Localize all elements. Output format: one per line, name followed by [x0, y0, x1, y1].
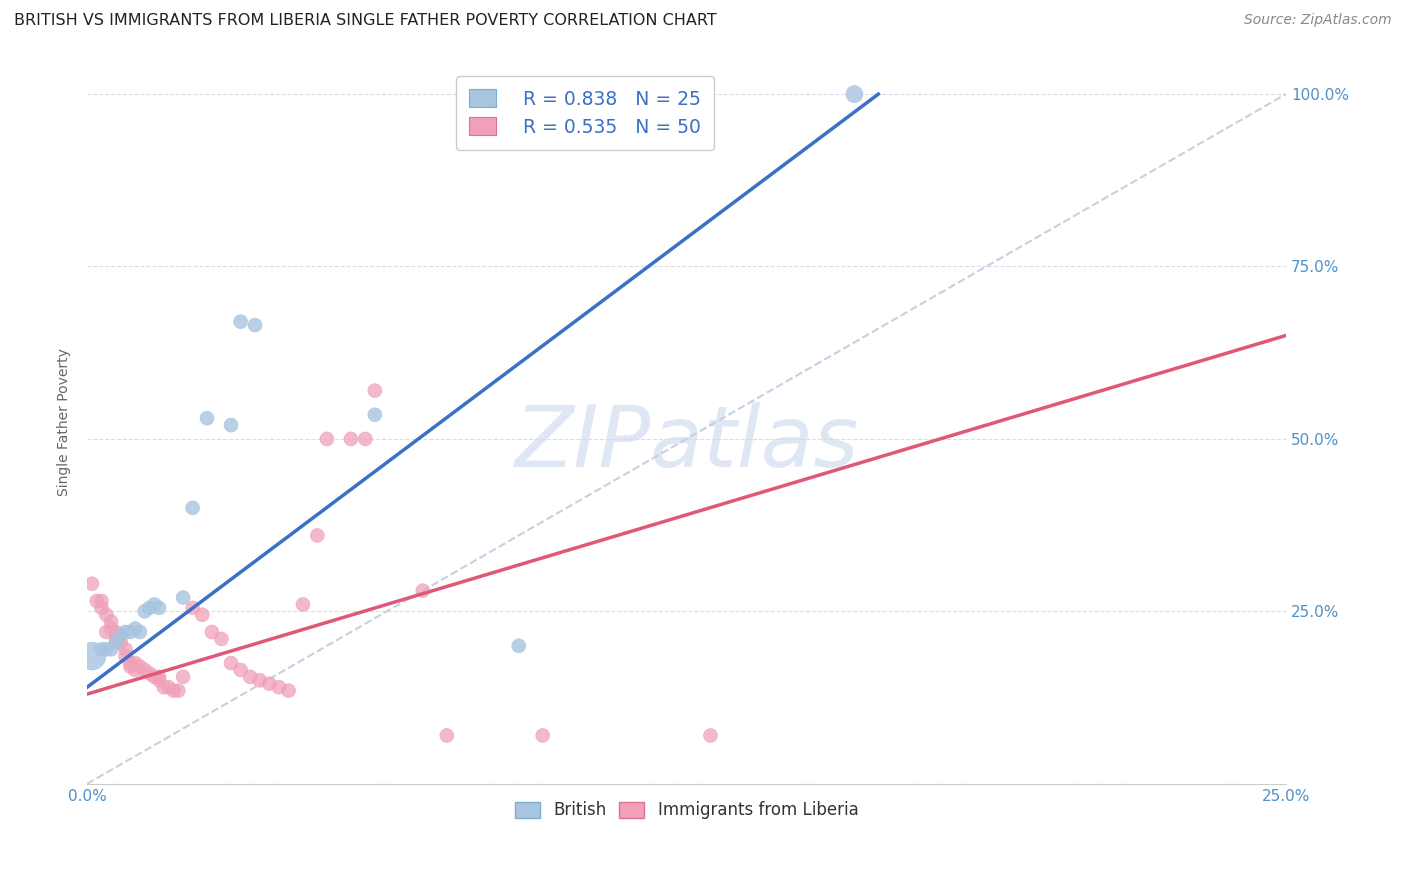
Point: [153, 680, 176, 694]
Point: [259, 677, 281, 691]
Point: [96, 607, 118, 622]
Point: [267, 680, 290, 694]
Point: [134, 604, 156, 618]
Point: [114, 649, 136, 664]
Point: [120, 659, 142, 673]
Point: [104, 625, 127, 640]
Point: [239, 670, 262, 684]
Point: [90, 642, 112, 657]
Point: [134, 663, 156, 677]
Point: [148, 600, 170, 615]
Point: [110, 628, 132, 642]
Point: [96, 625, 118, 640]
Point: [844, 87, 866, 101]
Point: [143, 598, 166, 612]
Point: [412, 583, 434, 598]
Point: [124, 663, 146, 677]
Point: [143, 670, 166, 684]
Point: [229, 315, 252, 329]
Point: [138, 600, 160, 615]
Point: [110, 628, 132, 642]
Point: [162, 683, 184, 698]
Point: [508, 639, 530, 653]
Point: [181, 500, 204, 515]
Point: [86, 594, 108, 608]
Point: [129, 625, 152, 640]
Point: [229, 663, 252, 677]
Text: ZIPatlas: ZIPatlas: [515, 402, 859, 485]
Point: [114, 625, 136, 640]
Point: [436, 729, 458, 743]
Point: [249, 673, 271, 688]
Y-axis label: Single Father Poverty: Single Father Poverty: [58, 348, 72, 496]
Point: [209, 632, 232, 646]
Point: [316, 432, 339, 446]
Point: [148, 670, 170, 684]
Point: [307, 528, 329, 542]
Point: [181, 600, 204, 615]
Legend: British, Immigrants from Liberia: British, Immigrants from Liberia: [508, 795, 865, 826]
Point: [96, 642, 118, 657]
Point: [531, 729, 554, 743]
Point: [354, 432, 377, 446]
Point: [80, 576, 103, 591]
Point: [699, 729, 721, 743]
Point: [148, 673, 170, 688]
Text: BRITISH VS IMMIGRANTS FROM LIBERIA SINGLE FATHER POVERTY CORRELATION CHART: BRITISH VS IMMIGRANTS FROM LIBERIA SINGL…: [14, 13, 717, 29]
Point: [120, 625, 142, 640]
Point: [172, 591, 194, 605]
Point: [195, 411, 218, 425]
Point: [167, 683, 190, 698]
Point: [138, 666, 160, 681]
Point: [100, 642, 122, 657]
Point: [114, 642, 136, 657]
Point: [80, 649, 103, 664]
Point: [157, 680, 180, 694]
Point: [172, 670, 194, 684]
Point: [291, 598, 314, 612]
Point: [277, 683, 299, 698]
Point: [219, 418, 242, 433]
Point: [364, 408, 387, 422]
Point: [100, 622, 122, 636]
Text: Source: ZipAtlas.com: Source: ZipAtlas.com: [1244, 13, 1392, 28]
Point: [603, 87, 626, 101]
Point: [340, 432, 363, 446]
Point: [364, 384, 387, 398]
Point: [120, 656, 142, 670]
Point: [124, 656, 146, 670]
Point: [191, 607, 214, 622]
Point: [243, 318, 266, 332]
Point: [90, 600, 112, 615]
Point: [104, 635, 127, 649]
Point: [124, 622, 146, 636]
Point: [90, 594, 112, 608]
Point: [579, 87, 602, 101]
Point: [129, 659, 152, 673]
Point: [110, 635, 132, 649]
Point: [201, 625, 224, 640]
Point: [104, 632, 127, 646]
Point: [100, 615, 122, 629]
Point: [219, 656, 242, 670]
